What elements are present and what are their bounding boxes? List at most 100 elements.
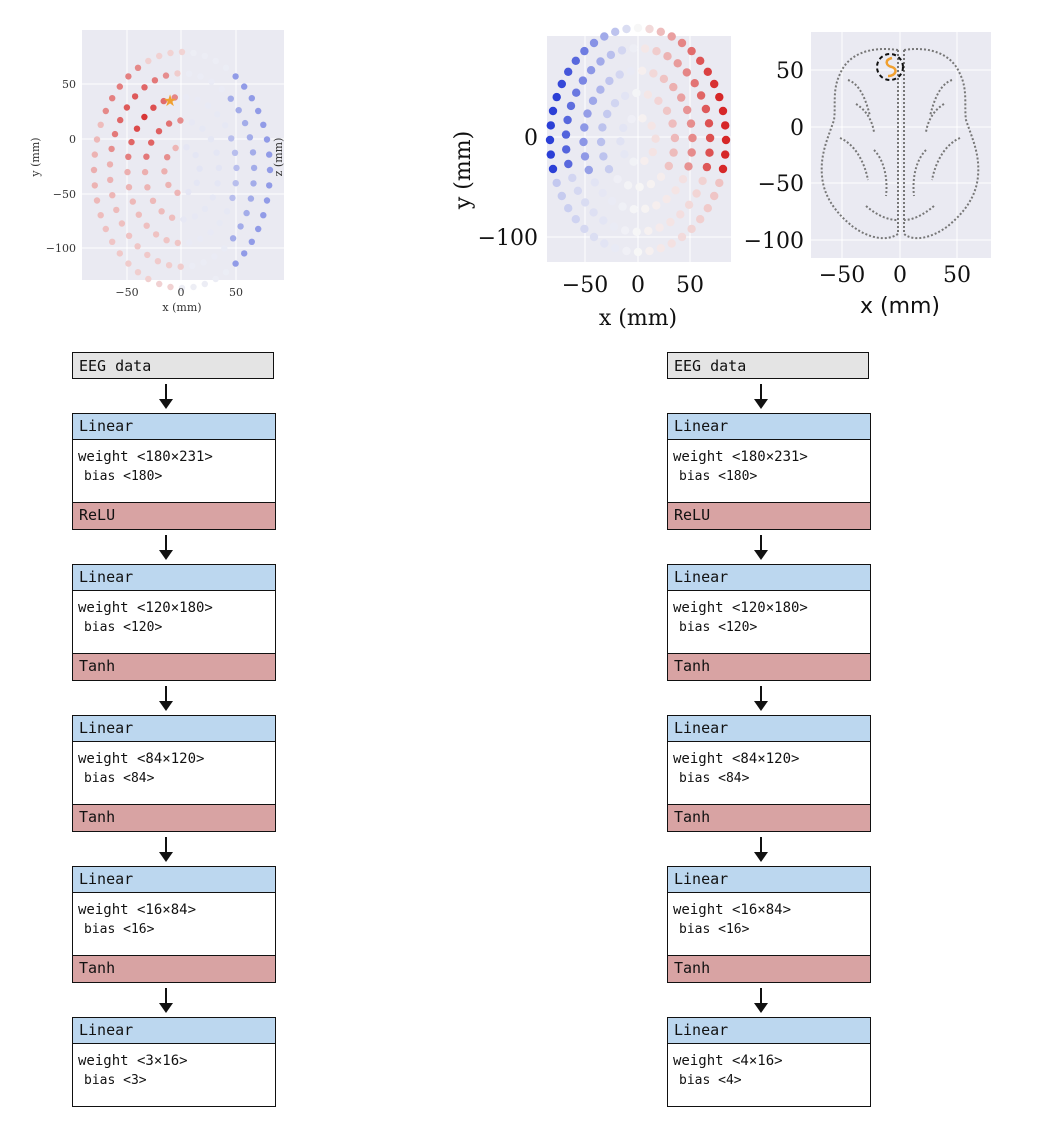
electrode-dot — [718, 106, 728, 116]
layer-name: Linear — [72, 866, 276, 893]
linear-layer: Linear weight <16×84> bias <16> Tanh — [72, 866, 276, 983]
electrode-dot — [656, 244, 665, 253]
electrode-dot — [622, 24, 631, 34]
electrode-dot — [249, 149, 257, 156]
activation-function: Tanh — [72, 956, 276, 983]
weight-shape: weight <16×84> — [673, 902, 792, 918]
electrode-dot — [598, 188, 607, 198]
electrode-dot — [613, 175, 622, 184]
electrode-dot — [90, 166, 98, 174]
electrode-dot — [623, 181, 633, 190]
electrode-dot — [209, 194, 216, 201]
electrode-dot — [609, 222, 619, 231]
electrode-dot — [710, 79, 719, 89]
electrode-dot — [213, 149, 220, 156]
electrode-dot — [676, 210, 685, 219]
electrode-dot — [703, 204, 712, 213]
electrode-dot — [648, 147, 657, 157]
linear-layer: Linear weight <84×120> bias <84> Tanh — [72, 715, 276, 832]
electrode-dot — [568, 173, 577, 183]
layer-params: weight <180×231> bias <180> — [667, 440, 871, 503]
electrode-dot — [620, 226, 630, 235]
electrode-dot — [165, 120, 173, 127]
electrode-dot — [546, 121, 555, 130]
electrode-dot — [241, 250, 248, 257]
electrode-dot — [260, 212, 267, 219]
electrode-dot — [571, 215, 580, 224]
electrode-dot — [702, 162, 712, 172]
electrode-dot — [627, 114, 636, 124]
electrode-dot — [231, 149, 239, 156]
electrode-dot — [218, 86, 225, 93]
electrode-dot — [162, 72, 170, 79]
xtick: −50 — [115, 286, 138, 299]
electrode-dot — [250, 180, 257, 187]
electrode-dot — [223, 208, 231, 215]
electrode-dot — [128, 138, 135, 146]
electrode-dot — [201, 205, 209, 212]
electrode-dot — [215, 164, 223, 172]
electrode-dot — [673, 59, 682, 68]
activation-function: ReLU — [667, 503, 871, 530]
ytick: 0 — [790, 116, 804, 141]
electrode-dot — [125, 184, 133, 191]
electrode-dot — [186, 239, 193, 246]
electrode-dot — [629, 157, 638, 166]
electrode-dot — [633, 247, 643, 257]
electrode-dot — [686, 119, 696, 128]
electrode-dot — [654, 96, 663, 106]
layer-name: Linear — [667, 1017, 871, 1044]
electrode-dot — [178, 48, 186, 56]
layer-params: weight <120×180> bias <120> — [72, 591, 276, 654]
electrode-dot — [590, 178, 599, 187]
flow-arrow — [667, 379, 871, 413]
electrode-dot — [552, 178, 561, 188]
electrode-dot — [677, 232, 687, 242]
bias-shape: bias <180> — [84, 469, 163, 484]
electrode-dot — [171, 94, 178, 101]
bias-shape: bias <120> — [84, 620, 163, 635]
brain-outline — [820, 48, 980, 240]
electrode-dot — [172, 144, 179, 152]
ytick: −50 — [53, 188, 76, 201]
layer-params: weight <84×120> bias <84> — [667, 742, 871, 805]
electrode-dot — [589, 208, 598, 217]
layer-name: Linear — [667, 413, 871, 440]
electrode-dot — [194, 96, 201, 104]
flow-arrow — [72, 832, 276, 866]
weight-shape: weight <4×16> — [673, 1053, 783, 1069]
electrode-dot — [204, 102, 212, 109]
electrode-dot — [208, 78, 215, 85]
electrode-dot — [263, 136, 271, 143]
electrode-dot — [580, 198, 590, 207]
electrode-dot — [118, 220, 126, 227]
ytick: −50 — [758, 172, 804, 197]
electrode-dot — [664, 161, 673, 171]
bias-shape: bias <120> — [679, 620, 758, 635]
electrode-dot — [263, 197, 271, 204]
electrode-dot — [667, 32, 676, 41]
electrode-dot — [671, 186, 680, 195]
xtick: −50 — [819, 263, 865, 288]
scatter-plot-left: ★ 50 0 −50 −100 −50 0 50 x (mm) y (mm) z… — [29, 30, 285, 314]
layer-name: Linear — [72, 1017, 276, 1044]
electrode-dot — [584, 165, 593, 175]
electrode-dot — [125, 153, 132, 160]
electrode-dot — [201, 52, 208, 60]
electrode-dot — [655, 223, 664, 232]
activation-function: Tanh — [667, 654, 871, 681]
electrode-dot — [596, 85, 605, 94]
electrode-dot — [107, 176, 114, 184]
electrode-dot — [248, 238, 255, 245]
electrode-dot — [586, 66, 596, 75]
network-diagram-right: EEG data Linear weight <180×231> bias <180>… — [667, 352, 871, 1107]
electrode-dot — [571, 56, 580, 65]
electrode-dot — [227, 95, 234, 102]
electrode-dot — [645, 24, 654, 34]
electrode-dot — [154, 258, 162, 265]
flow-arrow — [667, 832, 871, 866]
ytick: 50 — [776, 59, 804, 84]
electrode-dot — [197, 235, 204, 243]
ytick: 0 — [69, 133, 76, 146]
electrode-dot — [646, 179, 656, 189]
